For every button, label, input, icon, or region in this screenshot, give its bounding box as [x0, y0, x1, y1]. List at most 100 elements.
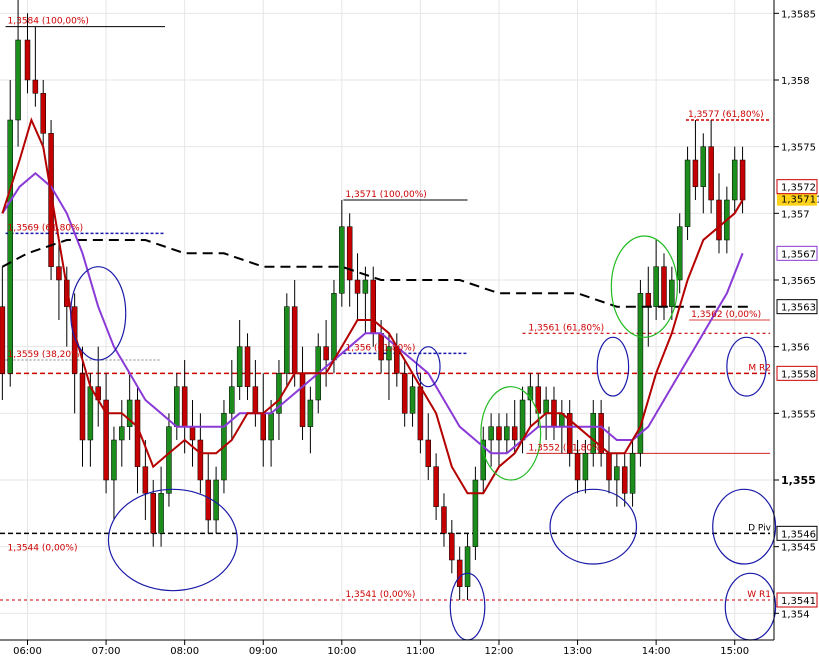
candle-body	[0, 306, 6, 374]
price-label-box	[776, 299, 818, 315]
y-axis: 1,35851,3581,35751,3571,35651,3561,35551…	[774, 9, 816, 620]
y-tick-label: 1,3575	[781, 143, 816, 154]
candle-body	[511, 426, 518, 441]
price-label: 1,3563	[781, 303, 816, 314]
candle-body	[700, 146, 707, 187]
candle-body	[637, 293, 644, 454]
x-axis: 06:00 07:00 08:00 09:00 10:00 11:00 12:00 13:00…	[13, 640, 749, 657]
y-tick-label: 1,3585	[781, 9, 816, 20]
x-tick-label: 13:00	[563, 646, 592, 657]
x-tick-label: 12:00	[485, 646, 514, 657]
price-label-box	[776, 179, 818, 195]
candle-body	[166, 426, 172, 494]
price-label: 1,3541	[781, 596, 816, 607]
candle-body	[189, 426, 196, 441]
candle-body	[362, 279, 369, 294]
fib-label: 1,3562 (0,00%)	[691, 310, 761, 320]
candle-body	[346, 226, 353, 281]
candle-body	[504, 426, 510, 441]
price-label: 1,3567	[781, 249, 816, 260]
fib-label: 1,3561 (61,80%)	[528, 323, 604, 333]
candle-body	[197, 439, 204, 481]
candle-body	[307, 399, 314, 427]
candle-body	[472, 479, 479, 547]
candle-body	[48, 133, 54, 267]
annotation-ellipse	[712, 488, 777, 565]
candle-body	[331, 293, 337, 361]
candle-body	[739, 159, 746, 201]
price-label: 1,3572	[781, 183, 816, 194]
level-label: D Piv	[748, 523, 772, 533]
candle-body	[244, 346, 251, 387]
x-tick-label: 10:00	[327, 646, 356, 657]
candle-body	[606, 453, 612, 481]
y-tick-label: 1,358	[781, 76, 810, 87]
candle-body	[284, 306, 290, 374]
y-tick-label: 1,356	[781, 343, 810, 354]
candle-body	[370, 279, 376, 334]
x-tick-label: 07:00	[92, 646, 121, 657]
x-tick-label: 08:00	[170, 646, 199, 657]
fib-lines	[5, 26, 468, 201]
x-tick-label: 11:00	[406, 646, 435, 657]
fib-label: 1,3584 (100,00%)	[8, 17, 89, 27]
x-tick-label: 14:00	[642, 646, 671, 657]
level-label: W R1	[747, 590, 771, 600]
annotation-ellipse	[480, 386, 542, 481]
ma-black-dashed-line	[1, 239, 751, 308]
fib-label: 1,3559 (38,20%)	[8, 350, 84, 360]
candle-body	[676, 226, 683, 281]
candle-body	[716, 199, 722, 241]
annotation-ellipse	[549, 488, 638, 565]
candle-body	[236, 346, 243, 387]
candle-body	[488, 426, 494, 441]
annotation-ellipse	[415, 346, 441, 388]
annotation-ellipse	[596, 336, 630, 397]
candle-body	[417, 386, 424, 441]
price-label: 1,3558	[781, 369, 816, 380]
candle-body	[32, 79, 39, 94]
candle-body	[519, 399, 526, 441]
y-tick-label: 1,354	[781, 609, 810, 620]
y-tick-label: 1,3565	[781, 276, 816, 287]
candle-body	[582, 453, 589, 481]
candle-body	[449, 533, 455, 561]
candle-body	[401, 373, 408, 414]
candle-body	[590, 413, 597, 454]
candle-body	[40, 93, 46, 134]
candle-body	[181, 386, 188, 427]
price-label-box	[776, 245, 818, 261]
candle-body	[496, 426, 502, 441]
candle-body	[661, 266, 667, 307]
candle-body	[386, 346, 392, 361]
fib-label: 1,3569 (61,80%)	[8, 223, 84, 233]
ma-purple-line	[1, 171, 744, 455]
annotation-ellipse	[70, 266, 127, 361]
candle-body	[276, 373, 282, 414]
price-label: 1,35711	[781, 195, 819, 206]
annotation-ellipse	[107, 488, 238, 592]
candle-body	[653, 266, 659, 307]
candle-body	[126, 399, 133, 427]
candle-body	[79, 373, 86, 441]
y-tick-label: 1,3545	[781, 543, 816, 554]
candle-body	[119, 426, 125, 441]
candle-body	[299, 373, 306, 427]
candle-body	[731, 159, 738, 201]
candle-body	[425, 439, 432, 467]
candle-body	[205, 479, 211, 521]
candle-body	[441, 506, 447, 534]
candle-body	[708, 146, 714, 201]
price-label: 1,3546	[781, 529, 816, 540]
annotation-ellipse	[726, 336, 767, 397]
candle-body	[260, 413, 266, 441]
candle-body	[24, 39, 31, 81]
candle-body	[268, 413, 274, 441]
candle-body	[150, 493, 156, 534]
candle-body	[629, 453, 636, 494]
candle-body	[339, 226, 345, 294]
candle-body	[566, 413, 573, 454]
candle-body	[598, 413, 604, 454]
ema-red-line	[1, 117, 744, 495]
